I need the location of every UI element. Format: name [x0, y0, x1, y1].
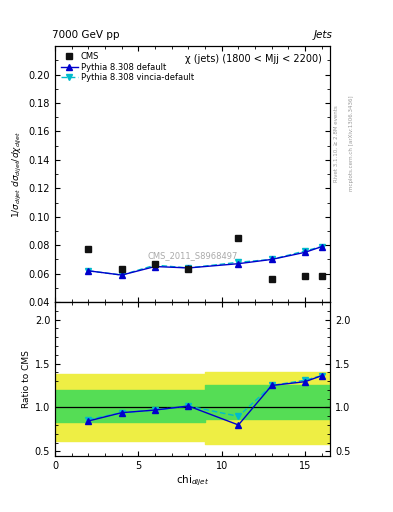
- CMS: [270, 276, 274, 283]
- CMS: [303, 273, 307, 280]
- Pythia 8.308 default: [303, 249, 307, 255]
- CMS: [86, 246, 91, 252]
- Pythia 8.308 default: [186, 265, 191, 271]
- Y-axis label: Ratio to CMS: Ratio to CMS: [22, 350, 31, 408]
- Pythia 8.308 vincia-default: [303, 248, 307, 254]
- Text: Rivet 3.1.10, ≥ 2.8M events: Rivet 3.1.10, ≥ 2.8M events: [334, 105, 338, 182]
- Pythia 8.308 vincia-default: [153, 262, 158, 268]
- Pythia 8.308 default: [320, 244, 324, 250]
- Text: 7000 GeV pp: 7000 GeV pp: [52, 30, 120, 40]
- Y-axis label: $1/\sigma_{dijet}\ d\sigma_{dijet}/d\chi_{dijet}$: $1/\sigma_{dijet}\ d\sigma_{dijet}/d\chi…: [11, 131, 24, 218]
- Line: CMS: CMS: [85, 235, 325, 283]
- Pythia 8.308 vincia-default: [236, 259, 241, 265]
- Pythia 8.308 vincia-default: [320, 244, 324, 250]
- CMS: [236, 235, 241, 241]
- Text: CMS_2011_S8968497: CMS_2011_S8968497: [147, 251, 238, 261]
- Line: Pythia 8.308 default: Pythia 8.308 default: [86, 244, 325, 278]
- X-axis label: chi$_{dijet}$: chi$_{dijet}$: [176, 473, 209, 488]
- Text: mcplots.cern.ch [arXiv:1306.3436]: mcplots.cern.ch [arXiv:1306.3436]: [349, 96, 354, 191]
- Text: χ (jets) (1800 < Mjj < 2200): χ (jets) (1800 < Mjj < 2200): [185, 54, 322, 64]
- Pythia 8.308 vincia-default: [186, 265, 191, 271]
- Pythia 8.308 default: [236, 261, 241, 267]
- Pythia 8.308 default: [119, 272, 124, 278]
- Pythia 8.308 vincia-default: [86, 268, 91, 274]
- Line: Pythia 8.308 vincia-default: Pythia 8.308 vincia-default: [86, 244, 325, 278]
- CMS: [186, 266, 191, 272]
- Legend: CMS, Pythia 8.308 default, Pythia 8.308 vincia-default: CMS, Pythia 8.308 default, Pythia 8.308 …: [59, 50, 196, 84]
- Pythia 8.308 default: [270, 257, 274, 263]
- CMS: [153, 261, 158, 267]
- CMS: [119, 266, 124, 272]
- CMS: [320, 273, 324, 280]
- Pythia 8.308 vincia-default: [119, 272, 124, 278]
- Text: Jets: Jets: [314, 30, 333, 40]
- Pythia 8.308 default: [86, 268, 91, 274]
- Pythia 8.308 vincia-default: [270, 257, 274, 263]
- Pythia 8.308 default: [153, 264, 158, 270]
